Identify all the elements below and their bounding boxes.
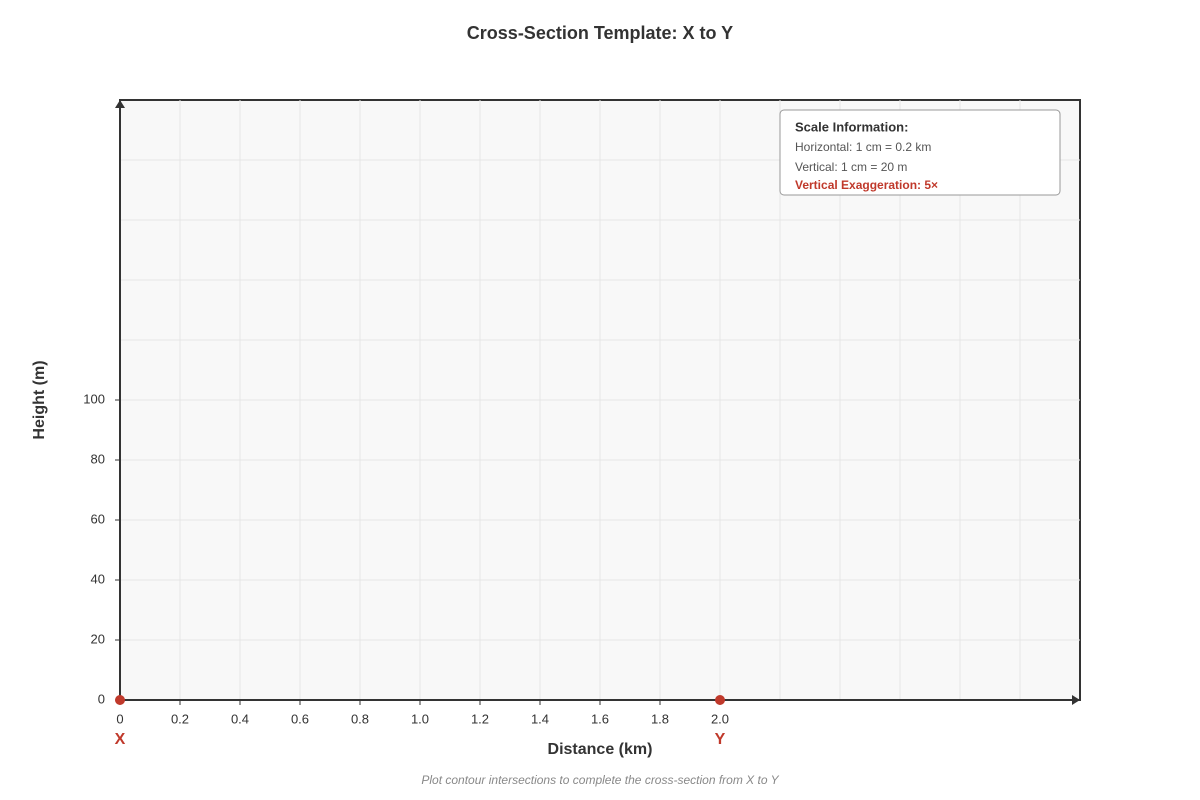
x-arrow — [1072, 695, 1080, 705]
x-tick-label: 0.2 — [171, 711, 189, 726]
x-tick-label: 0 — [116, 711, 123, 726]
x-axis-label: Distance (km) — [548, 741, 653, 758]
y-tick-label: 80 — [91, 451, 105, 466]
scale-line: Horizontal: 1 cm = 0.2 km — [795, 140, 931, 154]
x-tick-label: 1.0 — [411, 711, 429, 726]
x-tick-label: 2.0 — [711, 711, 729, 726]
y-tick-label: 40 — [91, 571, 105, 586]
point — [115, 695, 125, 705]
x-tick-label: 1.4 — [531, 711, 549, 726]
y-tick-label: 100 — [83, 391, 105, 406]
y-axis-label: Height (m) — [31, 360, 48, 439]
x-tick-label: 0.8 — [351, 711, 369, 726]
x-tick-label: 0.4 — [231, 711, 249, 726]
y-arrow — [115, 100, 125, 108]
x-tick-label: 1.8 — [651, 711, 669, 726]
y-tick-label: 60 — [91, 511, 105, 526]
point-label: X — [115, 731, 126, 748]
point — [715, 695, 725, 705]
footnote: Plot contour intersections to complete t… — [421, 773, 779, 787]
scale-highlight: Vertical Exaggeration: 5× — [795, 178, 938, 192]
chart-title: Cross-Section Template: X to Y — [467, 23, 733, 43]
x-tick-label: 1.2 — [471, 711, 489, 726]
y-tick-label: 20 — [91, 631, 105, 646]
y-tick-label: 0 — [98, 691, 105, 706]
point-label: Y — [715, 731, 726, 748]
scale-box — [779, 109, 1061, 196]
scale-title: Scale Information: — [795, 119, 908, 134]
x-tick-label: 0.6 — [291, 711, 309, 726]
x-tick-label: 1.6 — [591, 711, 609, 726]
scale-line: Vertical: 1 cm = 20 m — [795, 160, 907, 174]
